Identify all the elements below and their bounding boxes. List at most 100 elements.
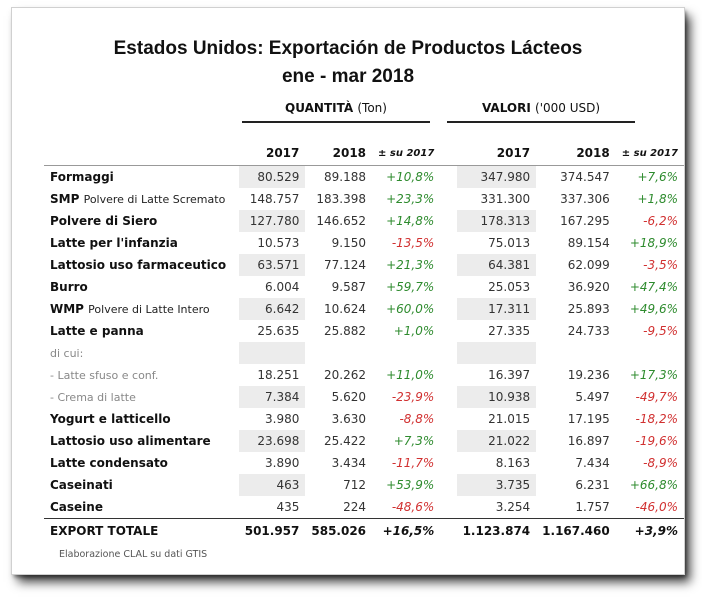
quantity-group-unit: (Ton) bbox=[357, 101, 387, 115]
report-card: Estados Unidos: Exportación de Productos… bbox=[12, 8, 684, 574]
row-label-text: - Latte sfuso e conf. bbox=[50, 368, 159, 382]
quantity-2017-cell: 463 bbox=[238, 474, 306, 496]
value-2018-cell: 36.920 bbox=[567, 280, 610, 294]
value-2018-cell: 19.236 bbox=[567, 368, 610, 382]
value-change-cell: -49,7% bbox=[635, 390, 678, 404]
quantity-change-cell: +53,9% bbox=[386, 478, 435, 492]
table-row: di cui: bbox=[44, 342, 684, 364]
value-2017-cell: 3.254 bbox=[495, 500, 531, 514]
total-label: EXPORT TOTALE bbox=[44, 518, 239, 543]
quantity-group-label: QUANTITÀ bbox=[285, 101, 354, 115]
value-change-cell: -9,5% bbox=[643, 324, 678, 338]
row-label: Caseinati bbox=[44, 474, 239, 496]
quantity-2017-cell: 3.980 bbox=[265, 412, 300, 426]
row-label: - Latte sfuso e conf. bbox=[44, 364, 239, 386]
value-change-cell: +66,8% bbox=[629, 478, 678, 492]
value-2017-cell: 331.300 bbox=[480, 192, 531, 206]
column-gap bbox=[440, 320, 456, 342]
value-2018-header: 2018 bbox=[536, 141, 616, 166]
quantity-2017-header: 2017 bbox=[238, 141, 306, 166]
quantity-2017-cell: 6.004 bbox=[265, 280, 300, 294]
quantity-group-header: QUANTITÀ (Ton) bbox=[242, 101, 430, 123]
value-2018-cell: 62.099 bbox=[567, 258, 610, 272]
row-label-text: Latte e panna bbox=[50, 324, 144, 338]
quantity-2018-cell: 224 bbox=[343, 500, 367, 514]
value-2017-cell: 21.022 bbox=[456, 430, 537, 452]
row-label-text: Caseinati bbox=[50, 478, 113, 492]
value-2017-cell: 8.163 bbox=[495, 456, 531, 470]
row-label-text: SMP bbox=[50, 192, 80, 206]
quantity-change-cell: +14,8% bbox=[386, 214, 435, 228]
table-row: - Crema di latte 7.384 5.620 -23,9% 10.938 5.… bbox=[44, 386, 684, 408]
row-label-text: Latte condensato bbox=[50, 456, 168, 470]
value-2017-cell: 347.980 bbox=[456, 165, 537, 188]
total-quantity-2017: 501.957 bbox=[238, 518, 306, 543]
value-2017-cell: 17.311 bbox=[456, 298, 537, 320]
column-gap bbox=[440, 342, 456, 364]
row-label: Latte condensato bbox=[44, 452, 239, 474]
quantity-change-cell bbox=[372, 342, 440, 364]
quantity-change-cell: -11,7% bbox=[391, 456, 435, 470]
value-change-cell: +7,6% bbox=[637, 170, 678, 184]
value-group-unit: ('000 USD) bbox=[535, 101, 601, 115]
value-change-cell: +49,6% bbox=[629, 302, 678, 316]
report-period: ene - mar 2018 bbox=[281, 66, 415, 87]
row-label: di cui: bbox=[44, 342, 239, 364]
column-gap bbox=[440, 364, 456, 386]
column-gap bbox=[440, 386, 456, 408]
value-change-cell: +47,4% bbox=[629, 280, 678, 294]
value-2018-cell: 5.497 bbox=[575, 390, 610, 404]
column-gap bbox=[440, 496, 456, 519]
quantity-2018-cell: 9.150 bbox=[331, 236, 367, 250]
quantity-2017-cell: 23.698 bbox=[238, 430, 306, 452]
row-label-text: Caseine bbox=[50, 500, 103, 514]
column-gap bbox=[440, 518, 457, 543]
quantity-change-cell: +11,0% bbox=[386, 368, 435, 382]
quantity-change-cell: -48,6% bbox=[391, 500, 435, 514]
value-change-cell: -46,0% bbox=[635, 500, 678, 514]
value-group-label: VALORI bbox=[481, 101, 531, 115]
value-2017-cell: 16.397 bbox=[488, 368, 531, 382]
row-label-subtext: Polvere di Latte Scremato bbox=[83, 193, 226, 206]
quantity-2018-cell: 10.624 bbox=[324, 302, 367, 316]
total-quantity-change: +16,5% bbox=[372, 518, 441, 543]
source-note: Elaborazione CLAL su dati GTIS bbox=[59, 549, 208, 560]
quantity-change-cell: -8,8% bbox=[399, 412, 435, 426]
value-2017-cell: 10.938 bbox=[456, 386, 537, 408]
report-title: Estados Unidos: Exportación de Productos… bbox=[113, 38, 583, 59]
quantity-change-cell: +10,8% bbox=[386, 170, 435, 184]
column-gap bbox=[440, 430, 456, 452]
quantity-2018-cell: 712 bbox=[343, 478, 367, 492]
quantity-change-cell: +60,0% bbox=[386, 302, 435, 316]
table-row: Yogurt e latticello 3.980 3.630 -8,8% 21.015… bbox=[44, 408, 684, 430]
row-label: Burro bbox=[44, 276, 239, 298]
total-value-change: +3,9% bbox=[615, 518, 684, 543]
row-label-text: Lattosio uso alimentare bbox=[50, 434, 211, 448]
table-row: Latte e panna 25.635 25.882 +1,0% 27.335 24.7… bbox=[44, 320, 684, 342]
label-column-header bbox=[44, 141, 239, 166]
row-label-text: Formaggi bbox=[50, 170, 114, 184]
value-2018-cell: 374.547 bbox=[560, 170, 610, 184]
column-gap bbox=[440, 452, 456, 474]
value-2017-cell: 27.335 bbox=[488, 324, 531, 338]
quantity-2017-cell: 25.635 bbox=[257, 324, 300, 338]
row-label-text: Latte per l'infanzia bbox=[50, 236, 178, 250]
column-gap bbox=[440, 408, 456, 430]
value-change-cell: -19,6% bbox=[635, 434, 678, 448]
value-change-cell: +1,8% bbox=[637, 192, 678, 206]
quantity-2018-cell: 25.422 bbox=[324, 434, 367, 448]
quantity-2018-header: 2018 bbox=[305, 141, 373, 166]
quantity-2018-cell: 183.398 bbox=[316, 192, 367, 206]
value-change-cell: -6,2% bbox=[643, 214, 678, 228]
value-group-header: VALORI ('000 USD) bbox=[447, 101, 635, 123]
value-change-cell: -3,5% bbox=[643, 258, 678, 272]
row-label-subtext: Polvere di Latte Intero bbox=[88, 303, 210, 316]
value-2018-cell: 25.893 bbox=[567, 302, 610, 316]
row-label: Latte per l'infanzia bbox=[44, 232, 239, 254]
row-label-text: Polvere di Siero bbox=[50, 214, 158, 228]
quantity-2017-cell: 6.642 bbox=[238, 298, 306, 320]
quantity-2018-cell: 25.882 bbox=[324, 324, 367, 338]
value-2018-cell: 89.154 bbox=[567, 236, 610, 250]
row-label: WMP Polvere di Latte Intero bbox=[44, 298, 239, 320]
value-2017-cell: 64.381 bbox=[456, 254, 537, 276]
